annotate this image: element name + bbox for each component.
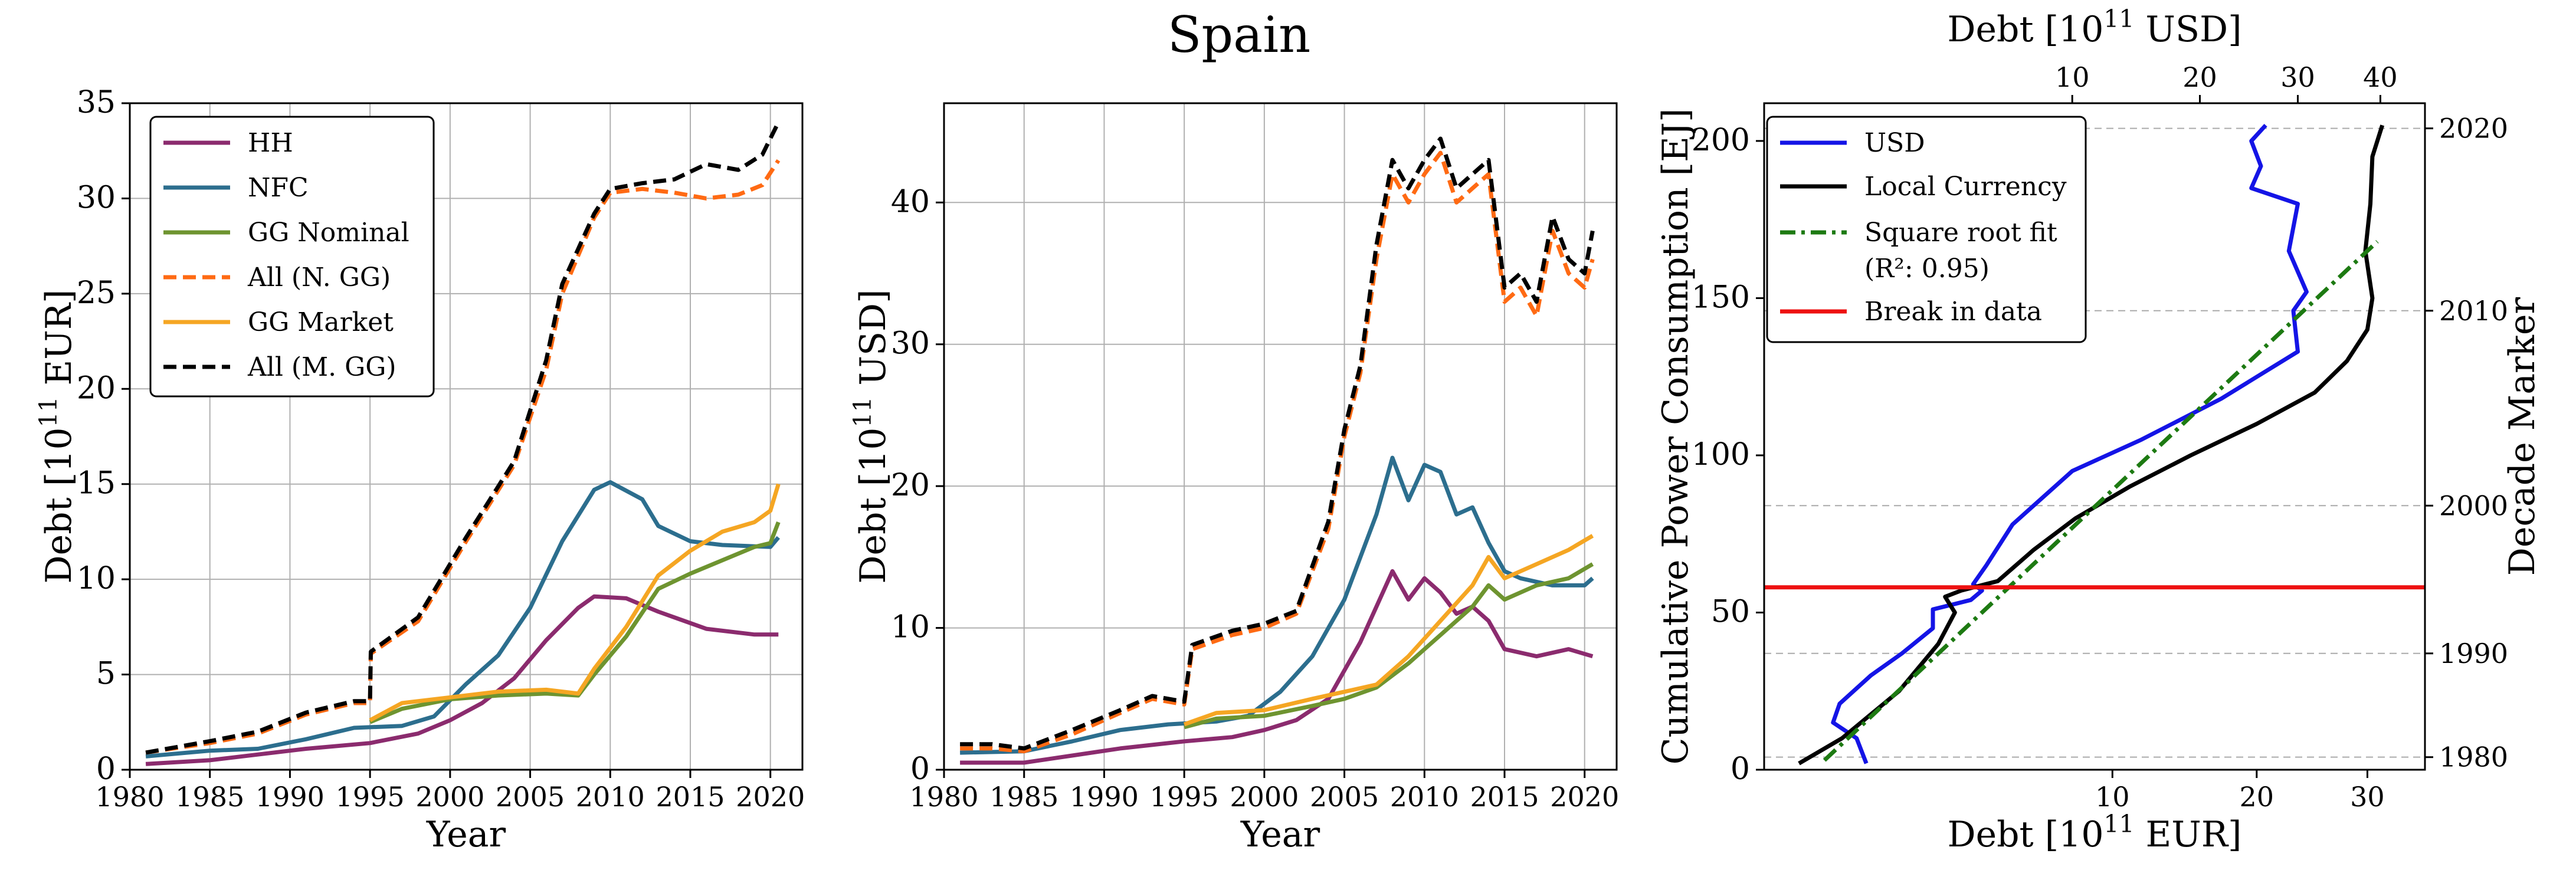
x-tick-label: 1980: [95, 781, 164, 813]
x-tick-label: 2015: [1470, 781, 1539, 813]
y-tick-label: 35: [77, 85, 116, 120]
figure-title: Spain: [1168, 6, 1310, 64]
y-tick-label: 200: [1692, 123, 1750, 158]
x-tick-label: 1980: [909, 781, 978, 813]
decade-tick-label: 1990: [2439, 638, 2508, 669]
decade-tick-label: 2020: [2439, 113, 2508, 145]
y-tick-label: 30: [891, 326, 930, 362]
legend-label: Square root fit: [1864, 218, 2057, 248]
series-line-usd: [1831, 123, 2309, 764]
series-line-nfc: [145, 480, 780, 759]
x-tick-label: 20: [2240, 781, 2275, 813]
legend: USD Local Currency Square root fit (R²: 0.9…: [1766, 116, 2087, 343]
legend-label: NFC: [248, 173, 309, 203]
x-top-tick-label: 10: [2055, 61, 2090, 93]
series-line-square: [1823, 239, 2379, 762]
y-tick-label: 10: [891, 610, 930, 645]
legend-label: HH: [248, 128, 293, 158]
legend: HH NFC GG Nominal All (N. GG) GG Market All (…: [149, 116, 435, 398]
x-tick-label: 1985: [175, 781, 244, 813]
x-axis-label: Year: [1240, 814, 1320, 855]
y-tick-label: 0: [96, 751, 116, 787]
series-line-gg-nominal: [369, 521, 781, 724]
x-tick-label: 30: [2350, 781, 2385, 813]
y-tick-label: 20: [77, 370, 116, 406]
y-tick-label: 10: [77, 561, 116, 596]
x-top-tick-label: 20: [2182, 61, 2217, 93]
legend-label: Local Currency: [1864, 172, 2067, 202]
y-tick-label: 30: [77, 180, 116, 215]
y-tick-label: 50: [1711, 594, 1750, 629]
axes-frame: [1763, 102, 2426, 771]
y-tick-label: 0: [910, 751, 930, 787]
y-tick-label: 25: [77, 275, 116, 311]
x-tick-label: 2005: [496, 781, 565, 813]
legend-label: Break in data: [1864, 297, 2042, 327]
y-tick-label: 0: [1731, 751, 1750, 787]
legend-label: All (M. GG): [247, 352, 396, 382]
series-line-all-m-gg-: [960, 136, 1595, 751]
series-line-hh: [960, 569, 1594, 765]
legend-label: USD: [1864, 128, 1925, 158]
panel-left-chart: 1980 1985 1990 1995 2000 2005 2010 2015 20200510…: [34, 85, 805, 855]
series-line-hh: [145, 594, 779, 766]
x-tick-label: 2010: [576, 781, 645, 813]
y-axis-label: Debt [1011 EUR]: [34, 290, 80, 584]
legend-label: GG Nominal: [248, 218, 409, 248]
x-top-tick-label: 30: [2280, 61, 2315, 93]
series-line-all-m-gg-: [145, 121, 781, 755]
series-line-gg-market: [1183, 534, 1594, 727]
x-tick-label: 1995: [1150, 781, 1219, 813]
x-tick-label: 10: [2095, 781, 2130, 813]
x-tick-label: 2000: [415, 781, 484, 813]
x-tick-label: 1995: [336, 781, 405, 813]
legend-box: [1766, 116, 2087, 343]
axes-frame: [943, 102, 1618, 771]
panel-middle-chart: 1980 1985 1990 1995 2000 2005 2010 2015 2020 0 10 2…: [848, 102, 1619, 855]
panel-right-chart: 10 20 30 10 20 30 40 0 50 100 150 200 1980 1990 2000 20…: [1655, 5, 2543, 855]
x-tick-label: 2020: [736, 781, 805, 813]
legend-label: (R²: 0.95): [1864, 254, 1990, 284]
x-tick-label: 2000: [1230, 781, 1299, 813]
series-line-local: [1798, 124, 2385, 766]
y-tick-label: 5: [96, 656, 116, 692]
y-axis-label: Debt [1011 USD]: [848, 289, 894, 583]
x-tick-label: 1990: [255, 781, 325, 813]
y-axis-label: Cumulative Power Consumption [EJ]: [1655, 109, 1696, 765]
y-tick-label: 15: [77, 466, 116, 501]
axes-frame: [129, 102, 804, 771]
x-axis-label: Year: [426, 814, 506, 855]
series-line-gg-market: [369, 483, 781, 723]
x-top-tick-label: 40: [2363, 61, 2398, 93]
decade-tick-label: 2000: [2439, 490, 2508, 521]
x-top-axis-label: Debt [1011 USD]: [1947, 5, 2241, 50]
legend-label: All (N. GG): [247, 262, 391, 293]
decade-tick-label: 2010: [2439, 295, 2508, 327]
x-tick-label: 2010: [1390, 781, 1459, 813]
y-right-axis-label: Decade Marker: [2502, 297, 2543, 576]
decade-tick-label: 1980: [2439, 741, 2508, 773]
x-tick-label: 2005: [1310, 781, 1379, 813]
series-line-gg-nominal: [1184, 562, 1594, 730]
y-tick-label: 150: [1692, 280, 1750, 315]
legend-label: GG Market: [248, 307, 394, 337]
y-tick-label: 100: [1692, 437, 1750, 472]
x-tick-label: 1985: [989, 781, 1058, 813]
x-tick-label: 2020: [1550, 781, 1619, 813]
series-line-nfc: [960, 455, 1594, 755]
x-tick-label: 2015: [656, 781, 725, 813]
x-tick-label: 1990: [1070, 781, 1139, 813]
y-tick-label: 40: [891, 184, 930, 219]
x-axis-label: Debt [1011 EUR]: [1948, 810, 2242, 855]
y-tick-label: 20: [891, 468, 930, 503]
